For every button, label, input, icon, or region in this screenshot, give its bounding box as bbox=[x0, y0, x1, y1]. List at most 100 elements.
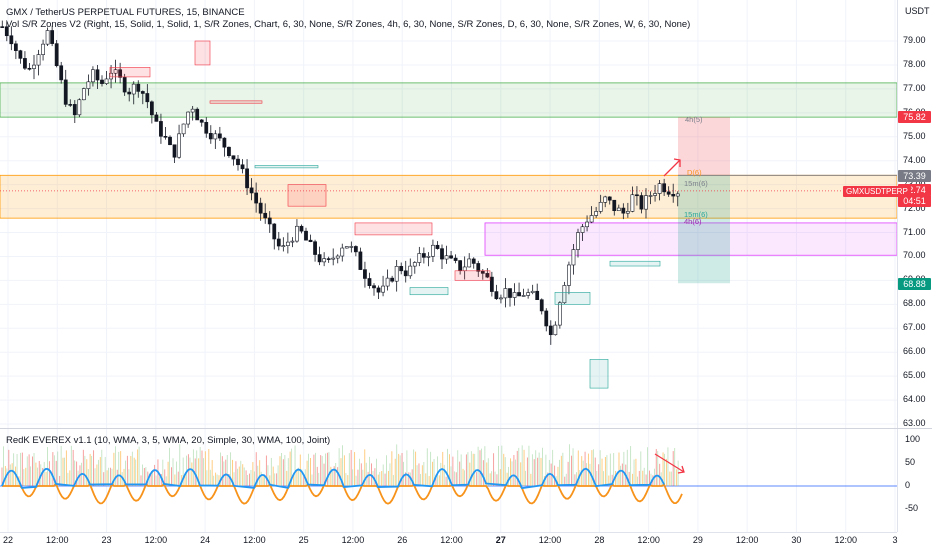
local-volume-zone bbox=[287, 184, 327, 207]
time-axis-label: 28 bbox=[594, 535, 605, 545]
candle-up bbox=[177, 133, 181, 158]
candle-up bbox=[45, 30, 50, 45]
candle-down bbox=[54, 43, 59, 67]
candle-down bbox=[199, 119, 204, 123]
candle-down bbox=[367, 278, 372, 286]
price-axis-label: 66.00 bbox=[903, 346, 926, 357]
candle-down bbox=[403, 270, 408, 277]
candle-down bbox=[449, 255, 453, 259]
candle-up bbox=[109, 72, 113, 80]
time-axis-label: 25 bbox=[298, 535, 309, 545]
candle-down bbox=[272, 223, 277, 240]
candle-up bbox=[562, 285, 567, 304]
oscillator-title[interactable]: RedK EVEREX v1.1 (10, WMA, 3, 5, WMA, 20… bbox=[6, 435, 331, 446]
candle-up bbox=[213, 133, 218, 140]
candle-up bbox=[426, 255, 431, 258]
candle-down bbox=[195, 108, 200, 121]
osc-arrow bbox=[654, 453, 685, 474]
candle-down bbox=[140, 91, 145, 94]
price-axis-label: 72.00 bbox=[903, 202, 926, 213]
candle-up bbox=[580, 226, 585, 233]
candle-down bbox=[208, 133, 213, 140]
time-axis[interactable] bbox=[0, 532, 897, 551]
time-axis-label: 26 bbox=[397, 535, 408, 545]
price-chart[interactable] bbox=[0, 0, 897, 532]
candle-up bbox=[186, 111, 191, 125]
short-arrow bbox=[663, 158, 681, 177]
candle-down bbox=[227, 146, 231, 157]
candle-up bbox=[394, 266, 399, 282]
indicator-legend[interactable]: Vol S/R Zones V2 (Right, 15, Solid, 1, S… bbox=[6, 19, 691, 30]
local-volume-zone bbox=[554, 292, 591, 305]
candle-up bbox=[295, 225, 299, 242]
candle-down bbox=[0, 26, 5, 28]
sr-zone bbox=[0, 82, 897, 118]
osc-axis-label: -50 bbox=[905, 503, 919, 514]
candle-down bbox=[635, 194, 639, 197]
osc-axis-label: 50 bbox=[905, 456, 916, 467]
candle-down bbox=[136, 83, 141, 92]
candle-up bbox=[41, 43, 45, 55]
candle-down bbox=[639, 195, 644, 210]
candle-up bbox=[467, 258, 472, 268]
candle-up bbox=[285, 241, 290, 246]
price-axis-label: 70.00 bbox=[903, 250, 926, 261]
time-axis-label: 30 bbox=[791, 535, 802, 545]
candle-down bbox=[59, 65, 64, 81]
candle-up bbox=[431, 244, 435, 257]
candle-down bbox=[372, 285, 376, 289]
candle-down bbox=[489, 276, 494, 292]
candle-down bbox=[539, 299, 544, 312]
candle-down bbox=[231, 155, 236, 160]
zone-label-4h-lower: 4h(6) bbox=[684, 217, 702, 226]
candle-up bbox=[557, 302, 562, 326]
candle-up bbox=[417, 253, 422, 263]
candle-down bbox=[621, 207, 626, 214]
price-axis-label: 74.00 bbox=[903, 154, 926, 165]
symbol-title[interactable]: GMX / TetherUS PERPETUAL FUTURES, 15, BI… bbox=[6, 7, 245, 18]
price-axis-label: 67.00 bbox=[903, 322, 926, 333]
candle-down bbox=[204, 122, 209, 134]
candle-down bbox=[671, 193, 676, 197]
price-axis-label: 73.00 bbox=[903, 179, 926, 189]
candle-down bbox=[72, 104, 77, 116]
price-axis-label: 65.00 bbox=[903, 370, 926, 381]
candle-down bbox=[440, 248, 444, 260]
candle-up bbox=[349, 246, 354, 248]
time-axis-label: 12:00 bbox=[46, 535, 69, 545]
local-volume-zone bbox=[194, 40, 211, 66]
candle-up bbox=[585, 221, 589, 228]
price-axis[interactable] bbox=[897, 0, 932, 532]
time-axis-label: 12:00 bbox=[538, 535, 562, 545]
stop-price-tag: 75.82 bbox=[898, 111, 931, 123]
position-profit-area bbox=[678, 175, 730, 284]
candle-up bbox=[335, 255, 340, 259]
candle-down bbox=[122, 77, 127, 93]
pane-separator[interactable] bbox=[0, 428, 932, 429]
candle-up bbox=[444, 255, 449, 260]
candle-up bbox=[567, 264, 571, 286]
candle-up bbox=[190, 108, 195, 113]
candle-down bbox=[9, 35, 14, 45]
candle-down bbox=[421, 253, 426, 258]
osc-slow-line bbox=[2, 482, 683, 505]
candle-down bbox=[494, 291, 499, 300]
time-axis-label: 12:00 bbox=[834, 535, 857, 545]
candle-up bbox=[340, 247, 345, 257]
candle-down bbox=[100, 79, 104, 84]
price-axis-label: 68.00 bbox=[903, 298, 926, 309]
symbol-tag: GMXUSDTPERP bbox=[843, 186, 911, 197]
candle-up bbox=[462, 266, 467, 272]
candle-down bbox=[299, 225, 304, 232]
local-volume-zone bbox=[609, 260, 661, 267]
candle-down bbox=[23, 58, 27, 69]
osc-axis-label: 100 bbox=[905, 433, 921, 444]
zone-label-15m-lower: 15m(6) bbox=[684, 210, 708, 219]
candle-up bbox=[91, 69, 95, 83]
time-axis-label: 12:00 bbox=[243, 535, 266, 545]
candle-down bbox=[326, 258, 331, 260]
candle-down bbox=[127, 91, 132, 95]
candle-up bbox=[281, 245, 286, 247]
time-axis-label: 24 bbox=[200, 535, 211, 545]
